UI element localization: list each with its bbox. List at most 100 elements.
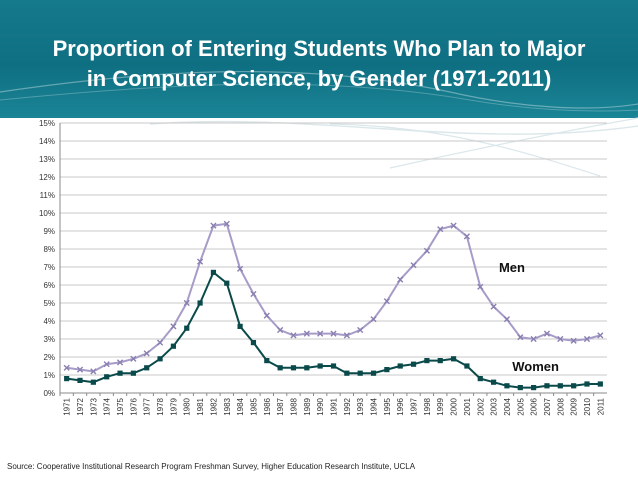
x-tick-label: 1973 [89, 397, 98, 415]
data-point-women [490, 379, 497, 385]
data-point-women [477, 376, 483, 382]
y-tick-label: 11% [40, 191, 55, 200]
x-tick-label: 1986 [263, 397, 272, 415]
data-point-women [277, 365, 283, 371]
data-point-men [290, 332, 297, 339]
x-tick-label: 1981 [196, 397, 205, 415]
data-point-women [104, 374, 110, 380]
data-point-women [264, 358, 270, 364]
data-point-women [157, 356, 163, 362]
data-point-men [597, 332, 604, 339]
data-point-women [544, 383, 550, 389]
x-tick-label: 2001 [463, 397, 472, 415]
x-tick-label: 1975 [116, 397, 125, 415]
x-tick-label: 1993 [356, 397, 365, 415]
gridlines [60, 122, 607, 394]
x-tick-label: 1984 [236, 397, 245, 415]
data-point-men [76, 366, 84, 373]
x-tick-label: 1983 [223, 397, 232, 415]
data-point-men [370, 316, 377, 323]
data-point-men [63, 364, 70, 371]
data-point-women [170, 343, 177, 349]
data-point-men [410, 262, 417, 269]
data-point-men [196, 258, 204, 265]
x-tick-label: 1989 [303, 397, 312, 415]
x-tick-label: 1979 [169, 397, 178, 415]
data-point-men [156, 339, 164, 346]
y-tick-label: 7% [43, 263, 55, 272]
data-point-women [370, 370, 377, 376]
x-tick-label: 2004 [503, 397, 512, 415]
y-tick-label: 6% [43, 281, 55, 290]
source-note: Source: Cooperative Institutional Resear… [7, 462, 416, 471]
x-tick-label: 2002 [476, 397, 485, 415]
x-axis: 1971 1972 1973 1974 1975 1976 1977 1978 1979 1980… [59, 393, 605, 416]
data-point-men [543, 330, 551, 337]
series-line-men [66, 222, 601, 373]
data-point-men [583, 335, 591, 343]
data-point-women [344, 370, 350, 376]
series-labels: Men Women [499, 260, 559, 374]
data-point-men [210, 222, 217, 229]
y-tick-label: 2% [43, 353, 55, 362]
y-tick-label: 3% [43, 335, 55, 344]
x-tick-label: 2006 [530, 397, 539, 415]
y-tick-label: 13% [39, 155, 55, 164]
data-point-women [330, 363, 337, 369]
data-point-women [237, 323, 243, 329]
y-axis: 0% 1% 2% 3% 4% 5% 6% 7% 8% 9% 10% 11% 12% 13% 14% 15% [39, 119, 61, 398]
data-point-men [450, 222, 457, 229]
data-point-women [464, 363, 470, 369]
x-tick-label: 2008 [556, 397, 565, 415]
title-line-1: Proportion of Entering Students Who Plan… [52, 36, 586, 61]
x-tick-label: 2005 [516, 397, 525, 415]
x-tick-label: 1991 [330, 397, 339, 415]
y-tick-label: 15% [39, 119, 55, 128]
data-point-women [144, 365, 150, 371]
data-point-women [557, 383, 563, 389]
data-point-men [343, 332, 350, 339]
title-line-2: in Computer Science, by Gender (1971-201… [86, 66, 552, 91]
data-point-women [397, 363, 403, 369]
y-tick-label: 12% [39, 173, 55, 182]
data-point-men [330, 330, 337, 337]
data-point-men [477, 283, 484, 290]
data-point-women [304, 365, 310, 371]
x-tick-label: 1987 [276, 397, 285, 415]
data-point-women [250, 340, 257, 346]
y-tick-label: 9% [43, 227, 55, 236]
data-point-men [90, 368, 97, 375]
x-tick-label: 1974 [103, 397, 112, 415]
data-point-men [263, 312, 270, 319]
page-title: Proportion of Entering Students Who Plan… [20, 34, 618, 94]
data-point-women [117, 370, 123, 376]
data-point-men [397, 276, 404, 283]
y-tick-label: 10% [39, 209, 55, 218]
data-point-men [116, 359, 124, 366]
data-point-men [237, 265, 244, 272]
data-point-men [570, 337, 577, 344]
data-point-women [357, 370, 363, 376]
x-tick-label: 2003 [490, 397, 499, 415]
data-point-men [303, 330, 310, 337]
y-tick-label: 0% [43, 389, 55, 398]
x-tick-label: 2000 [450, 397, 459, 415]
x-tick-label: 1998 [423, 397, 432, 415]
data-point-men [317, 330, 324, 337]
x-tick-label: 1978 [156, 397, 165, 415]
data-point-men [250, 290, 257, 298]
banner-swoosh-decoration [0, 70, 638, 112]
data-point-men [517, 334, 524, 341]
data-point-women [210, 269, 217, 275]
data-point-men [223, 220, 230, 227]
data-point-women [317, 363, 323, 369]
data-point-women [384, 367, 390, 373]
x-tick-label: 1976 [129, 397, 138, 415]
series-label-men: Men [499, 260, 525, 275]
x-tick-label: 1980 [183, 397, 192, 415]
data-point-men [557, 335, 564, 343]
data-point-men [103, 361, 110, 368]
data-point-women [584, 381, 590, 387]
x-tick-label: 2010 [583, 397, 592, 415]
